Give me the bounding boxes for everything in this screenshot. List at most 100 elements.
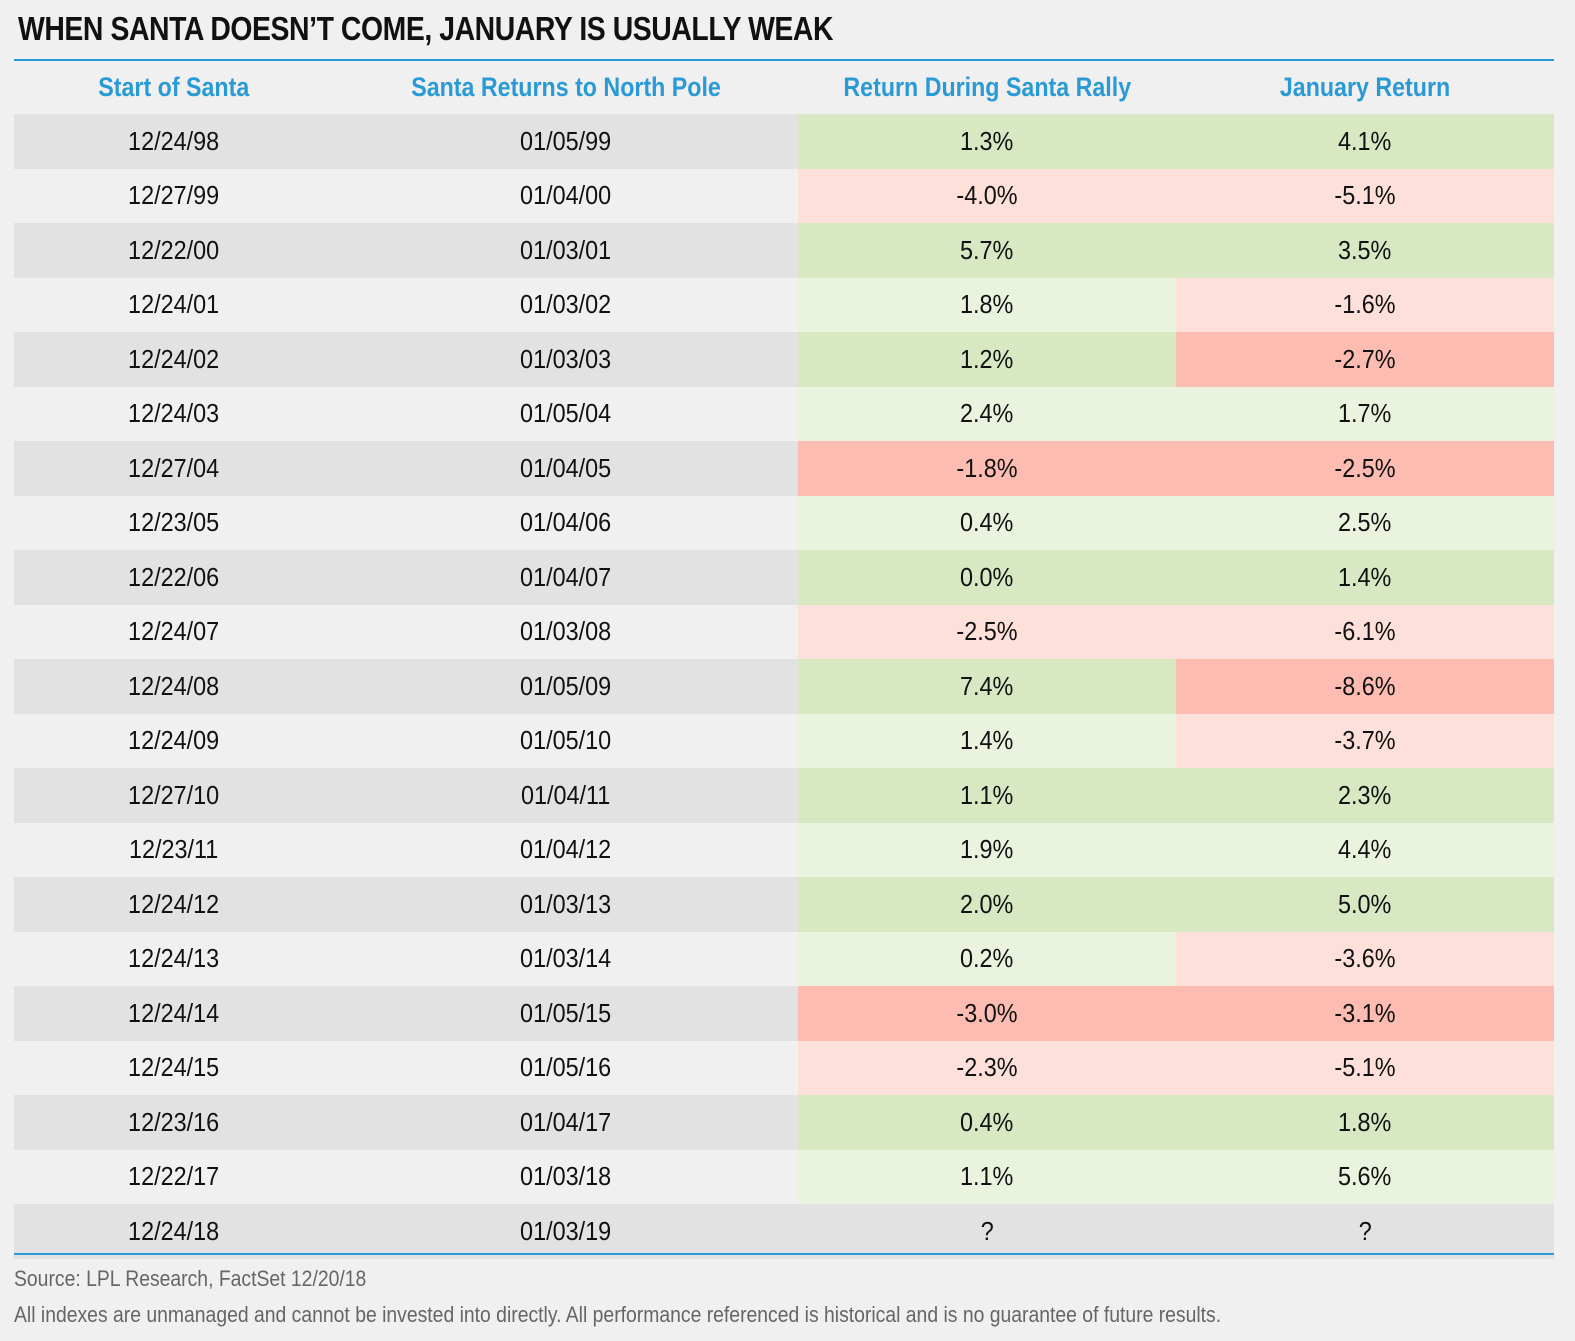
cell-start-of-santa: 12/27/10	[14, 768, 334, 823]
cell-january-return: -2.5%	[1176, 441, 1554, 496]
table-row: 12/24/13 01/03/14 0.2% -3.6%	[14, 931, 1554, 987]
cell-january-return: -3.6%	[1176, 931, 1554, 986]
disclaimer-note: All indexes are unmanaged and cannot be …	[14, 1302, 1222, 1327]
cell-january-return-value: 1.8%	[1338, 1106, 1392, 1137]
cell-start-of-santa-value: 12/24/01	[128, 289, 220, 320]
cell-santa-rally-return: -2.5%	[798, 604, 1176, 659]
cell-january-return-value: -3.6%	[1334, 943, 1396, 974]
cell-santa-returns-value: 01/05/09	[520, 670, 612, 701]
cell-start-of-santa: 12/24/12	[14, 877, 334, 932]
cell-january-return: ?	[1176, 1204, 1554, 1259]
cell-january-return-value: 5.0%	[1338, 888, 1392, 919]
cell-start-of-santa-value: 12/24/03	[128, 398, 220, 429]
cell-santa-rally-return-value: 0.4%	[960, 1106, 1014, 1137]
cell-santa-returns-value: 01/03/14	[520, 943, 612, 974]
cell-santa-rally-return: ?	[798, 1204, 1176, 1259]
cell-start-of-santa-value: 12/22/17	[128, 1161, 220, 1192]
cell-january-return-value: -1.6%	[1334, 289, 1396, 320]
cell-santa-rally-return: 1.1%	[798, 768, 1176, 823]
cell-start-of-santa: 12/24/03	[14, 387, 334, 442]
cell-santa-rally-return: 1.2%	[798, 332, 1176, 387]
column-header-january-return: January Return	[1279, 72, 1451, 102]
cell-santa-returns-value: 01/04/06	[520, 507, 612, 538]
cell-santa-returns: 01/03/08	[334, 605, 798, 660]
cell-start-of-santa: 12/24/07	[14, 605, 334, 660]
cell-start-of-santa-value: 12/24/08	[128, 670, 220, 701]
cell-start-of-santa: 12/23/05	[14, 496, 334, 551]
header-rule	[14, 59, 1554, 61]
cell-santa-returns-value: 01/05/16	[520, 1052, 612, 1083]
column-header-start-of-santa: Start of Santa	[98, 72, 250, 102]
cell-santa-rally-return: 1.1%	[798, 1149, 1176, 1204]
cell-santa-returns-value: 01/05/10	[520, 725, 612, 756]
cell-santa-returns-value: 01/04/17	[520, 1106, 612, 1137]
cell-santa-returns: 01/04/06	[334, 496, 798, 551]
table-row: 12/23/16 01/04/17 0.4% 1.8%	[14, 1095, 1554, 1150]
cell-january-return: -5.1%	[1176, 168, 1554, 223]
cell-santa-returns-value: 01/03/02	[520, 289, 612, 320]
table-row: 12/24/02 01/03/03 1.2% -2.7%	[14, 332, 1554, 387]
cell-january-return-value: 4.1%	[1338, 125, 1392, 156]
cell-january-return: -1.6%	[1176, 277, 1554, 332]
cell-santa-returns: 01/03/13	[334, 877, 798, 932]
cell-santa-rally-return-value: 1.3%	[960, 125, 1014, 156]
cell-january-return: 1.4%	[1176, 550, 1554, 605]
cell-santa-rally-return-value: -2.3%	[956, 1052, 1018, 1083]
cell-santa-returns: 01/03/14	[334, 932, 798, 987]
cell-january-return-value: -2.7%	[1334, 343, 1396, 374]
table-row: 12/24/03 01/05/04 2.4% 1.7%	[14, 386, 1554, 442]
cell-santa-returns-value: 01/05/04	[520, 398, 612, 429]
cell-start-of-santa: 12/24/15	[14, 1041, 334, 1096]
cell-january-return-value: 2.5%	[1338, 507, 1392, 538]
cell-santa-rally-return-value: 0.2%	[960, 943, 1014, 974]
cell-january-return-value: -5.1%	[1334, 1052, 1396, 1083]
cell-santa-returns-value: 01/04/11	[521, 779, 611, 810]
cell-january-return-value: -5.1%	[1334, 180, 1396, 211]
cell-santa-rally-return-value: 1.4%	[960, 725, 1014, 756]
cell-january-return-value: -8.6%	[1334, 670, 1396, 701]
cell-santa-returns: 01/03/19	[334, 1204, 798, 1259]
cell-start-of-santa-value: 12/24/07	[128, 616, 220, 647]
table-row: 12/22/06 01/04/07 0.0% 1.4%	[14, 550, 1554, 605]
table-row: 12/27/04 01/04/05 -1.8% -2.5%	[14, 441, 1554, 496]
cell-start-of-santa: 12/24/09	[14, 714, 334, 769]
cell-january-return: 5.6%	[1176, 1149, 1554, 1204]
cell-santa-returns: 01/03/03	[334, 332, 798, 387]
cell-january-return-value: -3.1%	[1334, 997, 1396, 1028]
table-row: 12/23/11 01/04/12 1.9% 4.4%	[14, 822, 1554, 877]
cell-start-of-santa-value: 12/24/15	[128, 1052, 220, 1083]
column-header-santa-rally-return: Return During Santa Rally	[843, 72, 1131, 102]
cell-santa-returns: 01/05/04	[334, 387, 798, 442]
cell-january-return: 2.3%	[1176, 768, 1554, 823]
cell-santa-returns: 01/05/16	[334, 1041, 798, 1096]
cell-santa-rally-return-value: 1.1%	[960, 779, 1014, 810]
cell-january-return: 2.5%	[1176, 495, 1554, 550]
cell-santa-rally-return: -4.0%	[798, 168, 1176, 223]
cell-santa-returns: 01/04/00	[334, 169, 798, 224]
cell-santa-rally-return-value: 2.0%	[960, 888, 1014, 919]
cell-january-return-value: 3.5%	[1338, 234, 1392, 265]
cell-start-of-santa-value: 12/24/09	[128, 725, 220, 756]
cell-santa-rally-return-value: -3.0%	[956, 997, 1018, 1028]
cell-santa-returns: 01/05/15	[334, 986, 798, 1041]
cell-start-of-santa-value: 12/24/13	[128, 943, 220, 974]
cell-january-return: -5.1%	[1176, 1040, 1554, 1095]
cell-start-of-santa-value: 12/24/18	[128, 1215, 220, 1246]
cell-santa-returns-value: 01/03/13	[520, 888, 612, 919]
cell-santa-returns: 01/03/18	[334, 1150, 798, 1205]
cell-start-of-santa-value: 12/23/11	[129, 834, 219, 865]
cell-january-return: 1.7%	[1176, 386, 1554, 441]
cell-start-of-santa: 12/23/16	[14, 1095, 334, 1150]
cell-january-return: 1.8%	[1176, 1095, 1554, 1150]
cell-start-of-santa-value: 12/24/98	[128, 125, 220, 156]
cell-january-return-value: 1.4%	[1338, 561, 1392, 592]
cell-january-return: 5.0%	[1176, 877, 1554, 932]
cell-start-of-santa: 12/24/08	[14, 659, 334, 714]
cell-january-return-value: -3.7%	[1334, 725, 1396, 756]
cell-january-return-value: -2.5%	[1334, 452, 1396, 483]
cell-january-return: 4.1%	[1176, 114, 1554, 169]
cell-santa-rally-return: 0.0%	[798, 550, 1176, 605]
table-body: 12/24/98 01/05/99 1.3% 4.1% 12/27/99 01/04/00…	[14, 114, 1554, 1259]
cell-january-return-value: ?	[1358, 1215, 1372, 1246]
cell-santa-returns-value: 01/05/15	[520, 997, 612, 1028]
